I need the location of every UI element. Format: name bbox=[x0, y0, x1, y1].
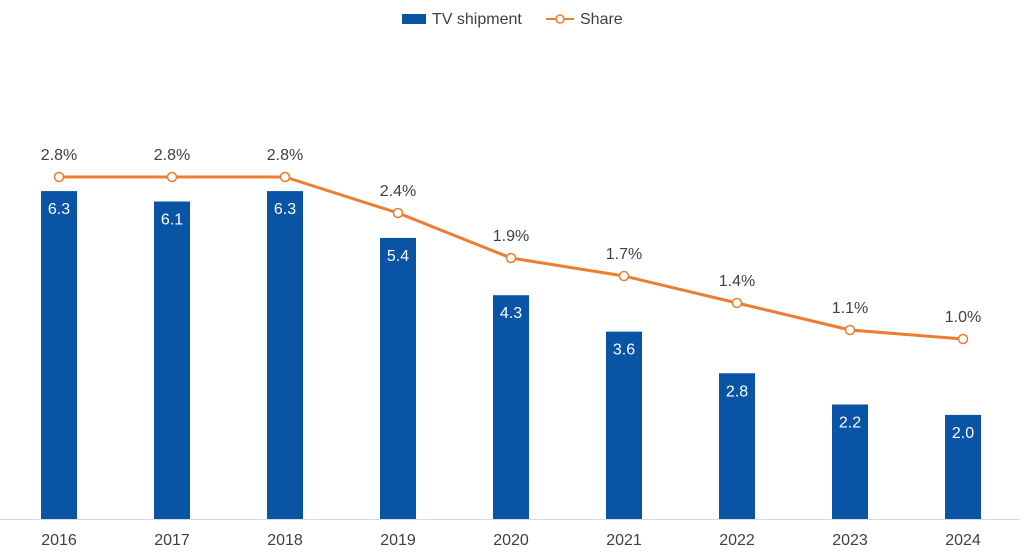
bar-2019 bbox=[380, 237, 416, 519]
legend-label-tv-shipment: TV shipment bbox=[432, 11, 522, 28]
x-tick-2024: 2024 bbox=[945, 532, 981, 549]
x-tick-2021: 2021 bbox=[606, 532, 642, 549]
legend-swatch-tv-shipment bbox=[402, 14, 426, 24]
tv-shipment-data-labels: 6.3 6.1 6.3 5.4 4.3 3.6 2.8 2.2 2.0 bbox=[48, 201, 974, 442]
plot-area: 6.36.16.35.44.33.62.82.22.0 2.8% 2.8% 2.8%… bbox=[0, 147, 1020, 549]
tv-shipment-bars bbox=[41, 191, 981, 520]
legend: TV shipment Share bbox=[402, 11, 623, 28]
share-point-2024 bbox=[957, 333, 969, 345]
bar-2020 bbox=[493, 295, 529, 519]
bar-label-2018: 6.3 bbox=[274, 201, 296, 218]
share-label-2020: 1.9% bbox=[493, 228, 529, 245]
bar-label-2019: 5.4 bbox=[387, 248, 409, 265]
bar-2018 bbox=[267, 191, 303, 520]
x-tick-2022: 2022 bbox=[719, 532, 755, 549]
share-point-2019 bbox=[392, 207, 404, 219]
x-tick-2019: 2019 bbox=[380, 532, 416, 549]
bar-label-2023: 2.2 bbox=[839, 414, 861, 431]
share-label-2024: 1.0% bbox=[945, 309, 981, 326]
share-data-labels: 2.8% 2.8% 2.8% 2.4% 1.9% 1.7% 1.4% 1.1% 1.0% bbox=[41, 147, 981, 326]
share-series bbox=[53, 171, 969, 345]
bar-2023 bbox=[832, 404, 868, 519]
x-tick-2020: 2020 bbox=[493, 532, 529, 549]
share-label-2022: 1.4% bbox=[719, 273, 755, 290]
x-tick-2017: 2017 bbox=[154, 532, 190, 549]
legend-label-share: Share bbox=[580, 11, 623, 28]
share-label-2016: 2.8% bbox=[41, 147, 77, 164]
share-point-2018 bbox=[279, 171, 291, 183]
share-point-2016 bbox=[53, 171, 65, 183]
share-label-2019: 2.4% bbox=[380, 183, 416, 200]
share-point-2023 bbox=[844, 324, 856, 336]
share-label-2021: 1.7% bbox=[606, 246, 642, 263]
share-point-2022 bbox=[731, 297, 743, 309]
share-label-2018: 2.8% bbox=[267, 147, 303, 164]
bar-label-2016: 6.3 bbox=[48, 201, 70, 218]
x-tick-2016: 2016 bbox=[41, 532, 77, 549]
x-tick-2023: 2023 bbox=[832, 532, 868, 549]
x-tick-2018: 2018 bbox=[267, 532, 303, 549]
bar-2024 bbox=[945, 414, 981, 519]
share-label-2017: 2.8% bbox=[154, 147, 190, 164]
share-point-2020 bbox=[505, 252, 517, 264]
x-axis-tick-labels: 2016 2017 2018 2019 2020 2021 2022 2023 2024 bbox=[41, 532, 981, 549]
share-point-2021 bbox=[618, 270, 630, 282]
legend-swatch-share-marker bbox=[555, 14, 565, 24]
bar-label-2017: 6.1 bbox=[161, 212, 183, 229]
bar-label-2024: 2.0 bbox=[952, 425, 974, 442]
bar-2021 bbox=[606, 331, 642, 519]
bar-label-2022: 2.8 bbox=[726, 383, 748, 400]
bar-label-2020: 4.3 bbox=[500, 305, 522, 322]
bar-2017 bbox=[154, 201, 190, 519]
bar-2022 bbox=[719, 373, 755, 519]
bar-2016 bbox=[41, 191, 77, 520]
share-label-2023: 1.1% bbox=[832, 300, 868, 317]
bar-label-2021: 3.6 bbox=[613, 342, 635, 359]
share-point-2017 bbox=[166, 171, 178, 183]
